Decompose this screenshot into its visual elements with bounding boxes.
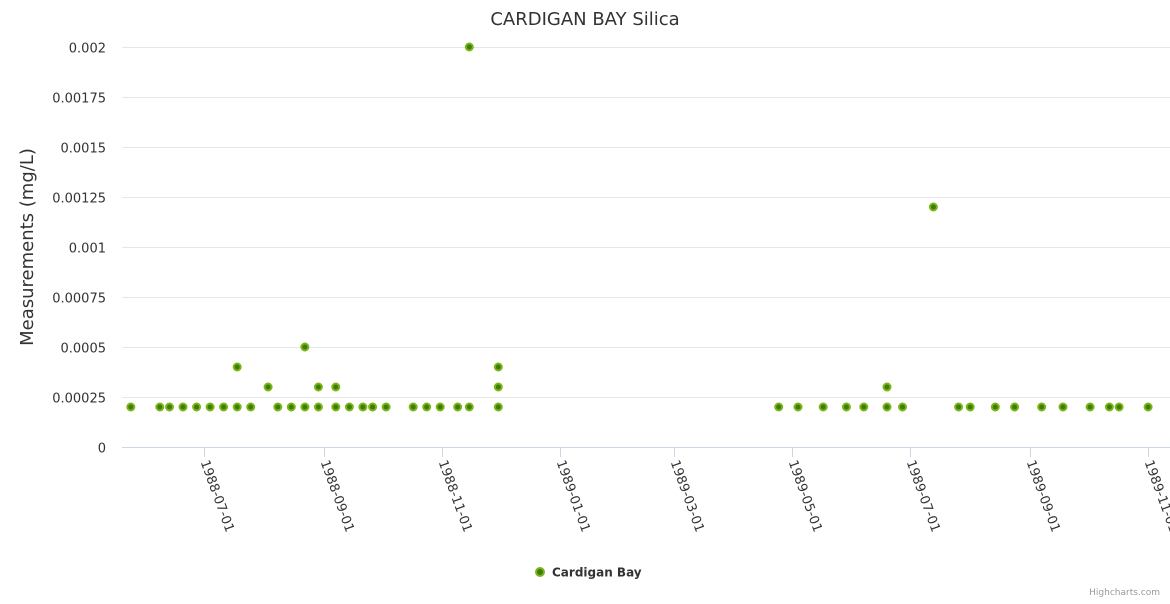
y-tick-label: 0.002 <box>69 42 106 57</box>
data-point[interactable] <box>368 402 378 412</box>
x-tick-label: 1989-11-01 <box>1141 458 1170 534</box>
data-point[interactable] <box>126 402 136 412</box>
data-point[interactable] <box>464 42 474 52</box>
data-point[interactable] <box>1085 402 1095 412</box>
y-axis-ticks: 0 0.00025 0.0005 0.00075 0.001 0.00125 0.0015 0… <box>52 42 106 457</box>
data-point[interactable] <box>300 342 310 352</box>
legend-item-cardigan-bay[interactable]: Cardigan Bay <box>535 566 642 580</box>
data-point[interactable] <box>344 402 354 412</box>
data-point[interactable] <box>232 402 242 412</box>
y-axis-label: Measurements (mg/L) <box>17 148 38 346</box>
data-point[interactable] <box>273 402 283 412</box>
data-point[interactable] <box>232 362 242 372</box>
data-point[interactable] <box>219 402 229 412</box>
data-point[interactable] <box>990 402 1000 412</box>
y-tick-label: 0.00175 <box>52 92 106 107</box>
data-point[interactable] <box>859 402 869 412</box>
credits-link[interactable]: Highcharts.com <box>1089 588 1160 598</box>
data-point[interactable] <box>422 402 432 412</box>
x-tick-label: 1988-07-01 <box>197 458 237 534</box>
data-point[interactable] <box>192 402 202 412</box>
data-point[interactable] <box>313 382 323 392</box>
data-point[interactable] <box>1010 402 1020 412</box>
data-point[interactable] <box>165 402 174 412</box>
data-point[interactable] <box>841 402 851 412</box>
x-tick-label: 1989-07-01 <box>903 458 943 534</box>
data-point[interactable] <box>246 402 256 412</box>
y-tick-label: 0 <box>98 442 106 457</box>
data-point[interactable] <box>155 402 165 412</box>
data-point[interactable] <box>435 402 445 412</box>
y-tick-label: 0.00075 <box>52 292 106 307</box>
data-point[interactable] <box>313 402 323 412</box>
data-point[interactable] <box>381 402 391 412</box>
x-tick-label: 1989-05-01 <box>785 458 825 534</box>
data-point[interactable] <box>965 402 975 412</box>
legend-label: Cardigan Bay <box>552 566 642 580</box>
data-point[interactable] <box>300 402 310 412</box>
x-tick-label: 1989-01-01 <box>553 458 593 534</box>
y-tick-label: 0.0005 <box>61 342 107 357</box>
y-tick-label: 0.0015 <box>61 142 107 157</box>
data-point[interactable] <box>774 402 784 412</box>
data-point[interactable] <box>1104 402 1114 412</box>
data-point[interactable] <box>493 362 503 372</box>
data-point[interactable] <box>1143 402 1153 412</box>
data-point[interactable] <box>882 402 892 412</box>
data-point[interactable] <box>453 402 463 412</box>
grid-lines <box>122 47 1170 398</box>
data-point[interactable] <box>493 402 503 412</box>
legend-marker-icon <box>535 567 545 577</box>
data-point[interactable] <box>331 382 341 392</box>
data-point[interactable] <box>928 202 938 212</box>
y-tick-label: 0.00125 <box>52 192 106 207</box>
x-tick-label: 1988-11-01 <box>435 458 475 534</box>
x-tick-label: 1989-03-01 <box>667 458 707 534</box>
data-point[interactable] <box>1037 402 1047 412</box>
data-points <box>126 42 1153 412</box>
data-point[interactable] <box>882 382 892 392</box>
x-tick-label: 1989-09-01 <box>1023 458 1063 534</box>
data-point[interactable] <box>358 402 368 412</box>
data-point[interactable] <box>464 402 474 412</box>
data-point[interactable] <box>493 382 503 392</box>
x-tick-label: 1988-09-01 <box>317 458 357 534</box>
data-point[interactable] <box>178 402 188 412</box>
y-tick-label: 0.001 <box>69 242 106 257</box>
data-point[interactable] <box>286 402 296 412</box>
y-tick-label: 0.00025 <box>52 392 106 407</box>
data-point[interactable] <box>205 402 215 412</box>
chart-title: CARDIGAN BAY Silica <box>490 9 679 30</box>
data-point[interactable] <box>793 402 803 412</box>
data-point[interactable] <box>954 402 964 412</box>
data-point[interactable] <box>331 402 341 412</box>
data-point[interactable] <box>1058 402 1068 412</box>
data-point[interactable] <box>263 382 273 392</box>
data-point[interactable] <box>408 402 418 412</box>
data-point[interactable] <box>818 402 828 412</box>
data-point[interactable] <box>1114 402 1124 412</box>
x-axis-ticks: 1988-07-01 1988-09-01 1988-11-01 1989-01-01… <box>197 447 1170 534</box>
data-point[interactable] <box>898 402 907 412</box>
